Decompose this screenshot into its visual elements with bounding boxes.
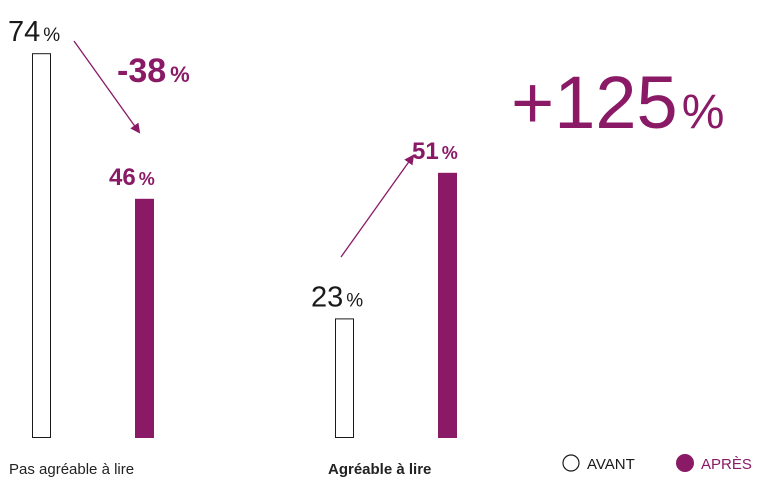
bar-avant-0	[32, 53, 51, 438]
change-number-increase: +125	[511, 61, 678, 144]
value-label-apres-0: 46%	[109, 164, 155, 191]
category-label-pas-agreable: Pas agréable à lire	[9, 461, 134, 477]
legend-apres-label: APRÈS	[701, 456, 752, 473]
legend-apres-swatch	[676, 454, 694, 472]
category-label-agreable: Agréable à lire	[328, 461, 431, 477]
bar-avant-1	[335, 318, 354, 438]
value-label-apres-1: 51%	[412, 138, 458, 165]
bars-group	[32, 53, 457, 439]
change-arrow-decrease	[73, 40, 141, 134]
value-label-avant-1: 23%	[311, 281, 363, 313]
legend-avant-label: AVANT	[587, 456, 635, 473]
change-label-increase: +125%	[511, 61, 724, 144]
change-arrow-increase	[340, 154, 415, 258]
bar-apres-1	[438, 172, 457, 439]
value-labels-group: 74 % 23 % 46 % 51%	[8, 16, 458, 313]
value-label-avant-0: 74%	[8, 16, 60, 48]
change-unit-decrease: %	[170, 62, 190, 87]
legend: AVANT APRÈS	[562, 454, 752, 473]
change-number-decrease: -38	[117, 52, 166, 90]
change-label-decrease: -38%	[117, 52, 190, 90]
bar-apres-0	[135, 198, 154, 438]
legend-avant-swatch	[562, 454, 580, 472]
change-unit-increase: %	[682, 86, 725, 139]
